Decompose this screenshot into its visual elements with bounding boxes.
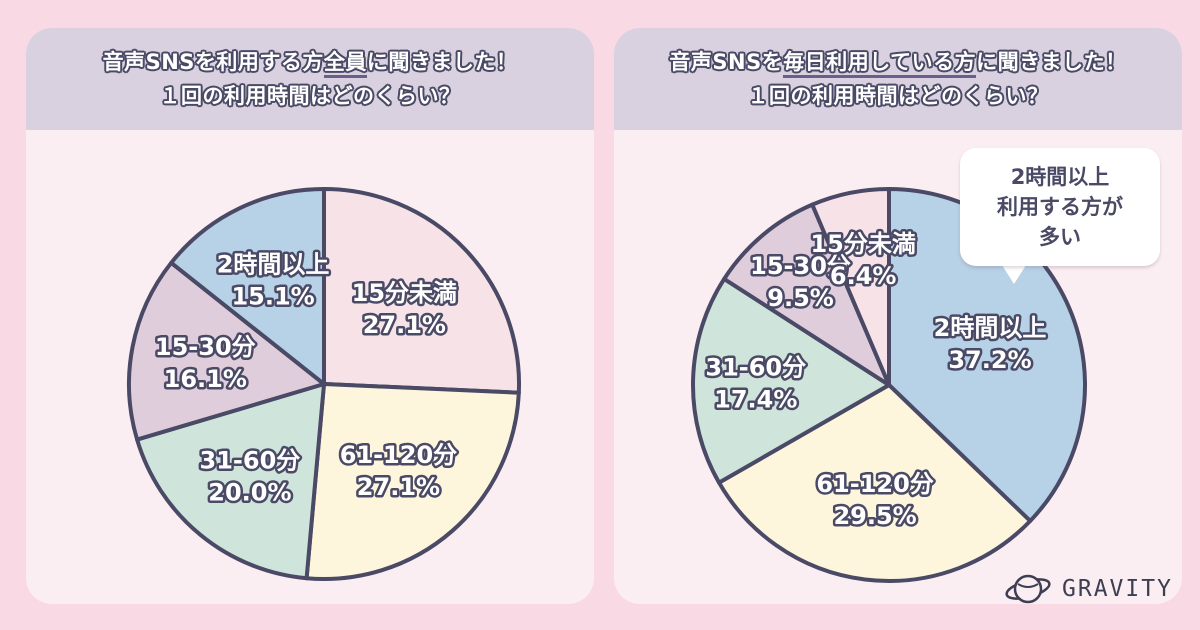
slice-value-label: 27.1% xyxy=(357,473,440,501)
pie-slice-4 xyxy=(722,202,891,387)
slice-value-label: 27.1% xyxy=(363,311,446,339)
slice-category-label: 15分未満 xyxy=(352,279,457,307)
slice-value-label: 29.5% xyxy=(833,502,916,530)
callout-line3: 多い xyxy=(1039,225,1081,249)
slice-category-label: 61-120分 xyxy=(340,441,457,469)
slice-value-label: 15.1% xyxy=(231,283,314,311)
pie-slice-3 xyxy=(691,276,891,485)
slice-value-label: 9.5% xyxy=(767,284,834,312)
slice-label-group: 15分未満 27.1% xyxy=(349,277,459,342)
header-title-line1: 音声SNSを利用する方全員に聞きました！ xyxy=(103,45,518,79)
slice-value-label: 20.0% xyxy=(208,479,291,507)
pie-slice-2 xyxy=(304,382,521,581)
planet-icon xyxy=(1005,574,1051,604)
pie-slice-1 xyxy=(887,187,1087,523)
pie-slice-1 xyxy=(322,187,521,395)
header-title-line1: 音声SNSを毎日利用している方に聞きました！ xyxy=(669,45,1126,79)
slice-label-group: 61-120分 29.5% xyxy=(814,467,936,532)
slice-value-label: 6.4% xyxy=(830,262,897,290)
slice-category-label: 15-30分 xyxy=(155,333,256,361)
header-emphasis: 全員 xyxy=(323,50,367,78)
slice-label-group: 31-60分 20.0% xyxy=(197,444,303,509)
callout-line2: 利用する方が xyxy=(997,195,1123,219)
pie-slice-5 xyxy=(810,187,891,387)
slice-label-group: 15分未満 6.4% xyxy=(808,228,918,293)
callout-line1: 2時間以上 xyxy=(1010,165,1110,189)
slice-label-group: 61-120分 27.1% xyxy=(337,439,459,504)
pie-slice-2 xyxy=(717,383,1033,583)
slice-category-label: 31-60分 xyxy=(705,354,806,382)
pie-chart-daily-users: 2時間以上 37.2% 61-120分 29.5% 31-60分 17.4% 15-30分 9… xyxy=(691,187,1087,583)
slice-category-label: 31-60分 xyxy=(200,447,301,475)
panel-header: 音声SNSを毎日利用している方に聞きました！ １回の利用時間はどのくらい？ xyxy=(614,28,1182,130)
slice-value-label: 16.1% xyxy=(164,365,247,393)
header-title-line2: １回の利用時間はどのくらい？ xyxy=(159,84,461,108)
header-title-line2: １回の利用時間はどのくらい？ xyxy=(747,84,1049,108)
slice-category-label: 2時間以上 xyxy=(934,314,1047,342)
pie-slice-5 xyxy=(169,187,326,386)
slice-label-group: 31-60分 17.4% xyxy=(703,351,809,416)
slice-category-label: 2時間以上 xyxy=(217,251,330,279)
callout-bubble: 2時間以上 利用する方が 多い xyxy=(960,148,1160,266)
gravity-logo: GRAVITY xyxy=(1004,566,1173,612)
pie-slice-4 xyxy=(127,260,326,442)
callout-tail xyxy=(1000,262,1028,284)
slice-label-group: 15-30分 16.1% xyxy=(152,331,258,396)
slice-value-label: 37.2% xyxy=(948,346,1031,374)
panel-daily-users: 音声SNSを毎日利用している方に聞きました！ １回の利用時間はどのくらい？ 2時… xyxy=(614,28,1182,604)
slice-value-label: 17.4% xyxy=(714,386,797,414)
pie-slice-3 xyxy=(135,382,326,581)
panel-header: 音声SNSを利用する方全員に聞きました！ １回の利用時間はどのくらい？ xyxy=(26,28,594,130)
slice-label-group: 2時間以上 37.2% xyxy=(931,312,1049,377)
pie-chart-all-users: 15分未満27.1%61-120分27.1%31-60分20.0%15-30分1… xyxy=(127,187,521,581)
slice-category-label: 15-30分 xyxy=(750,252,851,280)
slice-category-label: 61-120分 xyxy=(816,470,933,498)
header-emphasis: 毎日利用している方 xyxy=(783,50,977,78)
slice-category-label: 15分未満 xyxy=(810,230,915,258)
slice-label-group: 2時間以上 15.1% xyxy=(214,248,332,313)
logo-text: GRAVITY xyxy=(1062,576,1173,602)
panel-all-users: 音声SNSを利用する方全員に聞きました！ １回の利用時間はどのくらい？ 15分未… xyxy=(26,28,594,604)
slice-label-group: 15-30分 9.5% xyxy=(748,250,854,315)
